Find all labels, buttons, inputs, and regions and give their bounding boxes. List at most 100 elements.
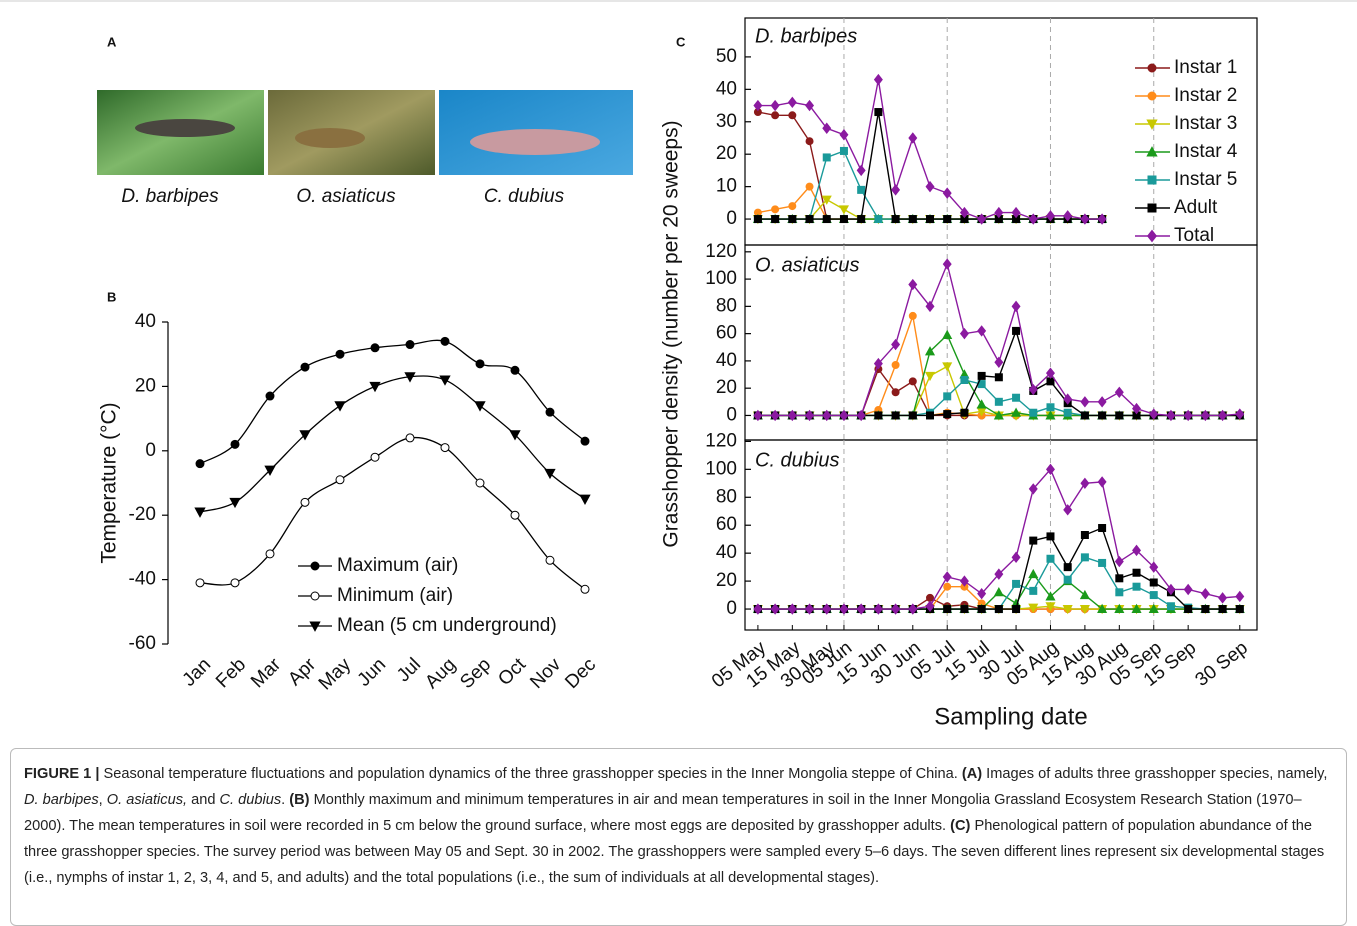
- point: [370, 452, 380, 462]
- legend-label: Mean (5 cm underground): [337, 615, 557, 636]
- point: [1183, 409, 1193, 422]
- point: [1063, 408, 1072, 417]
- point: [545, 555, 555, 565]
- point: [299, 430, 311, 441]
- point: [510, 365, 520, 375]
- point: [580, 436, 590, 446]
- point: [994, 397, 1003, 406]
- point: [1149, 578, 1158, 587]
- legend-label: Total: [1174, 225, 1214, 246]
- point: [959, 206, 969, 219]
- point: [770, 603, 780, 615]
- point: [959, 327, 969, 340]
- point: [1114, 555, 1124, 568]
- point: [908, 215, 917, 224]
- point: [943, 215, 952, 224]
- point: [993, 410, 1004, 420]
- point: [230, 578, 240, 588]
- point: [1115, 574, 1124, 583]
- y-tick-label: -40: [129, 569, 156, 590]
- point: [943, 605, 952, 614]
- point: [960, 408, 969, 417]
- point: [977, 325, 987, 337]
- point: [405, 340, 415, 350]
- point: [976, 399, 987, 409]
- point: [1098, 524, 1107, 533]
- x-tick-label: May: [315, 654, 356, 695]
- caption-species: O. asiaticus,: [106, 792, 188, 808]
- y-tick-label: 20: [716, 143, 737, 164]
- point: [300, 497, 310, 507]
- point: [335, 475, 345, 485]
- panel-title: D. barbipes: [755, 25, 857, 47]
- point: [839, 409, 849, 422]
- point: [926, 593, 935, 602]
- point: [943, 392, 952, 401]
- point: [1166, 409, 1176, 422]
- point: [925, 600, 935, 612]
- point: [370, 343, 380, 353]
- point: [839, 146, 848, 155]
- point: [1097, 603, 1108, 614]
- point: [1097, 396, 1107, 408]
- point: [805, 215, 814, 224]
- point: [1029, 536, 1038, 545]
- point: [1201, 605, 1210, 614]
- point: [942, 571, 952, 583]
- point: [440, 336, 450, 346]
- y-tick-label: -60: [129, 633, 156, 654]
- point: [960, 605, 969, 614]
- point: [1097, 476, 1107, 488]
- y-tick-label: 100: [705, 268, 737, 289]
- point: [994, 605, 1003, 614]
- caption-text: Seasonal temperature fluctuations and po…: [99, 766, 962, 782]
- point: [1046, 532, 1055, 541]
- x-tick-label: Mar: [247, 654, 285, 692]
- point: [1235, 408, 1245, 420]
- y-tick-label: 0: [726, 404, 737, 425]
- point: [1114, 386, 1124, 398]
- point: [335, 349, 345, 359]
- point: [924, 346, 936, 356]
- point: [874, 215, 883, 224]
- figure-caption: FIGURE 1 | Seasonal temperature fluctuat…: [10, 748, 1347, 926]
- point: [1149, 408, 1159, 420]
- legend-marker: [310, 591, 320, 601]
- point: [874, 411, 883, 420]
- x-tick-label: Jul: [393, 654, 425, 686]
- series-line: [757, 556, 1240, 610]
- point: [788, 111, 797, 120]
- point: [194, 507, 206, 518]
- point: [994, 206, 1004, 219]
- caption-text: Monthly maximum and minimum temperatures…: [24, 792, 1302, 834]
- point: [977, 371, 986, 380]
- point: [1012, 393, 1021, 402]
- y-tick-label: 30: [716, 111, 737, 132]
- point: [404, 372, 416, 383]
- figure: A B C D. barbipes O. asiaticus C. dubius…: [0, 0, 1357, 730]
- legend-marker: [1147, 175, 1157, 185]
- point: [925, 180, 935, 193]
- photo-insect: [295, 128, 365, 148]
- x-tick-label: Feb: [212, 654, 250, 692]
- legend-marker: [1147, 91, 1157, 101]
- point: [1132, 568, 1141, 577]
- point: [839, 215, 848, 224]
- photo-caption: C. dubius: [484, 186, 565, 207]
- point: [805, 409, 815, 422]
- panel-label: C: [676, 34, 686, 49]
- point: [1028, 483, 1038, 495]
- photo-insect: [135, 119, 235, 137]
- point: [1063, 563, 1072, 572]
- point: [1097, 213, 1107, 225]
- point: [265, 549, 275, 559]
- point: [1028, 213, 1038, 225]
- point: [1080, 396, 1090, 408]
- point: [1200, 409, 1210, 422]
- point: [805, 137, 814, 146]
- point: [1045, 210, 1055, 222]
- point: [942, 258, 952, 270]
- point: [942, 329, 953, 339]
- point: [1012, 605, 1021, 614]
- point: [1184, 605, 1193, 614]
